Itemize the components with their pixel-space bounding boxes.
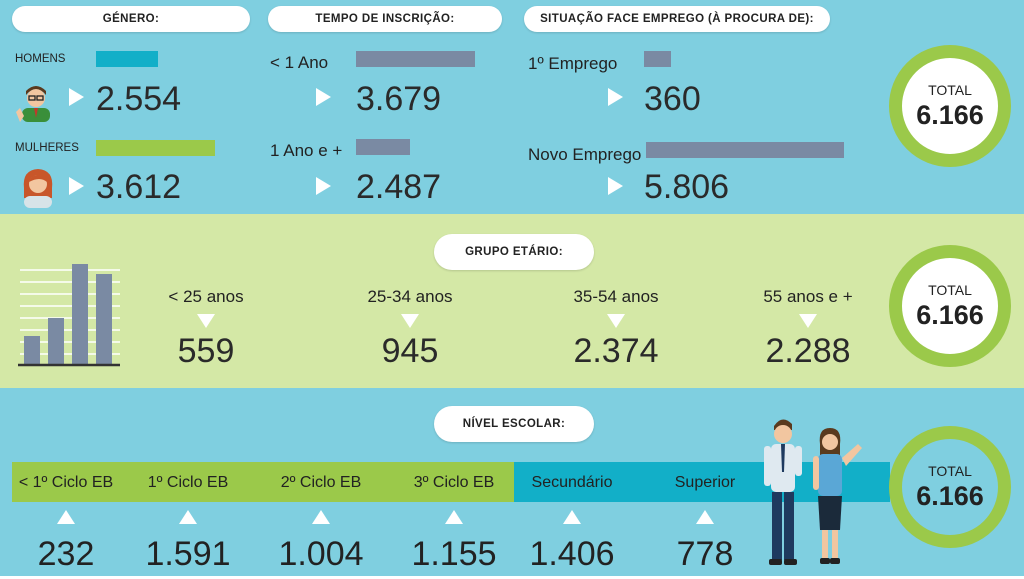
mulheres-bar [96, 140, 215, 156]
up-arrow-icon [179, 510, 197, 524]
situacao-b-bar [646, 142, 844, 158]
man-avatar-icon [14, 78, 58, 127]
mulheres-label: Mulheres [15, 142, 79, 154]
woman-avatar-icon [18, 164, 58, 213]
age-group-value: 945 [381, 332, 439, 370]
total-label: TOTAL [928, 463, 972, 479]
homens-arrow-icon [69, 88, 84, 106]
tempo-title: Tempo de inscrição: [268, 6, 502, 32]
education-level-value: 1.406 [529, 535, 615, 573]
up-arrow-icon [696, 510, 714, 524]
education-level-value: 778 [676, 535, 734, 573]
situacao-a-bar [644, 51, 671, 67]
situacao-b-arrow-icon [608, 177, 623, 195]
education-level-value: 1.155 [411, 535, 497, 573]
section-top [0, 0, 1024, 214]
grupo-title: Grupo etário: [434, 234, 594, 270]
situacao-a-label: 1º Emprego [528, 54, 618, 73]
education-level-value: 1.004 [278, 535, 364, 573]
education-level-label: < 1º Ciclo EB [18, 474, 114, 491]
up-arrow-icon [445, 510, 463, 524]
tempo-a-value: 3.679 [356, 80, 442, 118]
situacao-b-value: 5.806 [644, 168, 730, 206]
tempo-b-label: 1 Ano e + [270, 141, 343, 160]
total-label: TOTAL [928, 82, 972, 98]
age-group-value: 2.374 [573, 332, 659, 370]
age-group-label: < 25 anos [168, 287, 244, 306]
total-value: 6.166 [916, 100, 984, 130]
situacao-b-label: Novo Emprego [528, 145, 642, 164]
edu-strip-basic [12, 462, 514, 502]
age-group-value: 559 [177, 332, 235, 370]
mulheres-arrow-icon [69, 177, 84, 195]
education-level-label: Secundário [531, 474, 613, 491]
situacao-a-value: 360 [644, 80, 701, 118]
people-illustration [758, 414, 868, 579]
age-group-label: 35-54 anos [573, 287, 659, 306]
tempo-a-label: < 1 Ano [270, 53, 329, 72]
total-label: TOTAL [928, 282, 972, 298]
tempo-b-value: 2.487 [356, 168, 442, 206]
tempo-a-bar [356, 51, 475, 67]
up-arrow-icon [563, 510, 581, 524]
tempo-b-bar [356, 139, 410, 155]
up-arrow-icon [57, 510, 75, 524]
homens-bar [96, 51, 158, 67]
situacao-a-arrow-icon [608, 88, 623, 106]
down-arrow-icon [401, 314, 419, 328]
education-level-label: 1º Ciclo EB [147, 474, 229, 491]
mulheres-value: 3.612 [96, 168, 182, 206]
situacao-title: Situação face emprego (à procura de): [524, 6, 830, 32]
down-arrow-icon [799, 314, 817, 328]
education-level-label: Superior [674, 474, 736, 491]
up-arrow-icon [312, 510, 330, 524]
total-ring-top: TOTAL 6.166 [889, 45, 1011, 167]
total-value: 6.166 [916, 300, 984, 330]
age-group-label: 25-34 anos [367, 287, 453, 306]
education-level-value: 232 [37, 535, 95, 573]
tempo-b-arrow-icon [316, 177, 331, 195]
nivel-title: Nível escolar: [434, 406, 594, 442]
tempo-a-arrow-icon [316, 88, 331, 106]
bar-chart-icon [16, 262, 122, 373]
down-arrow-icon [607, 314, 625, 328]
total-ring-mid: TOTAL 6.166 [889, 245, 1011, 367]
education-level-label: 2º Ciclo EB [280, 474, 362, 491]
genero-title: Género: [12, 6, 250, 32]
education-level-label: 3º Ciclo EB [413, 474, 495, 491]
age-group-label: 55 anos e + [763, 287, 853, 306]
education-level-value: 1.591 [145, 535, 231, 573]
homens-label: Homens [15, 53, 66, 65]
homens-value: 2.554 [96, 80, 182, 118]
total-ring-bottom: TOTAL 6.166 [889, 426, 1011, 548]
age-group-value: 2.288 [765, 332, 851, 370]
down-arrow-icon [197, 314, 215, 328]
total-value: 6.166 [916, 481, 984, 511]
